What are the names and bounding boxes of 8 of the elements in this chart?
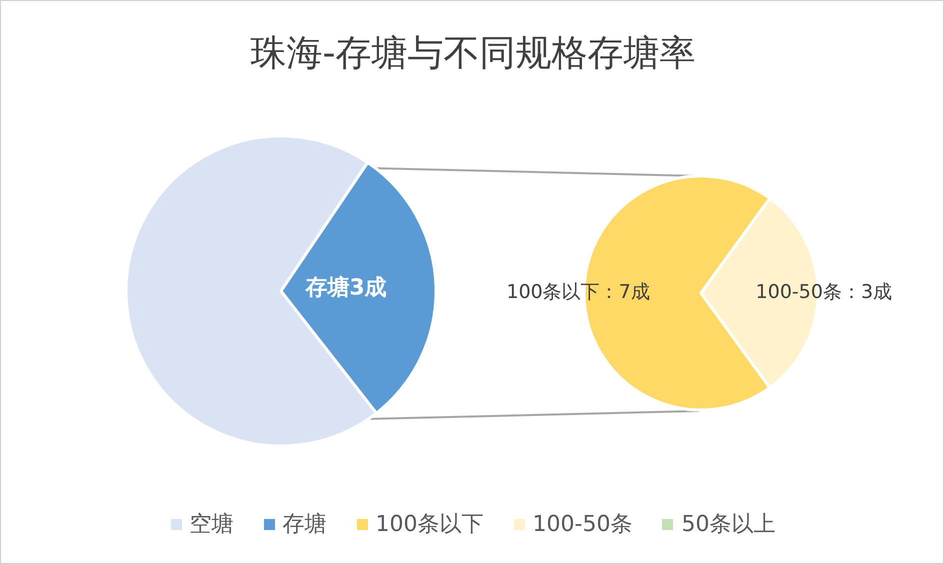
chart-title: 珠海-存塘与不同规格存塘率 [250, 32, 696, 76]
data-label: 存塘3成 [304, 274, 387, 300]
legend-label: 空塘 [190, 511, 234, 539]
legend-label: 存塘 [282, 511, 327, 539]
legend-label: 50条以上 [681, 511, 776, 539]
legend-label: 100条以下 [376, 511, 484, 539]
data-label: 100-50条：3成 [756, 280, 892, 303]
legend-label: 100-50条 [532, 511, 632, 539]
